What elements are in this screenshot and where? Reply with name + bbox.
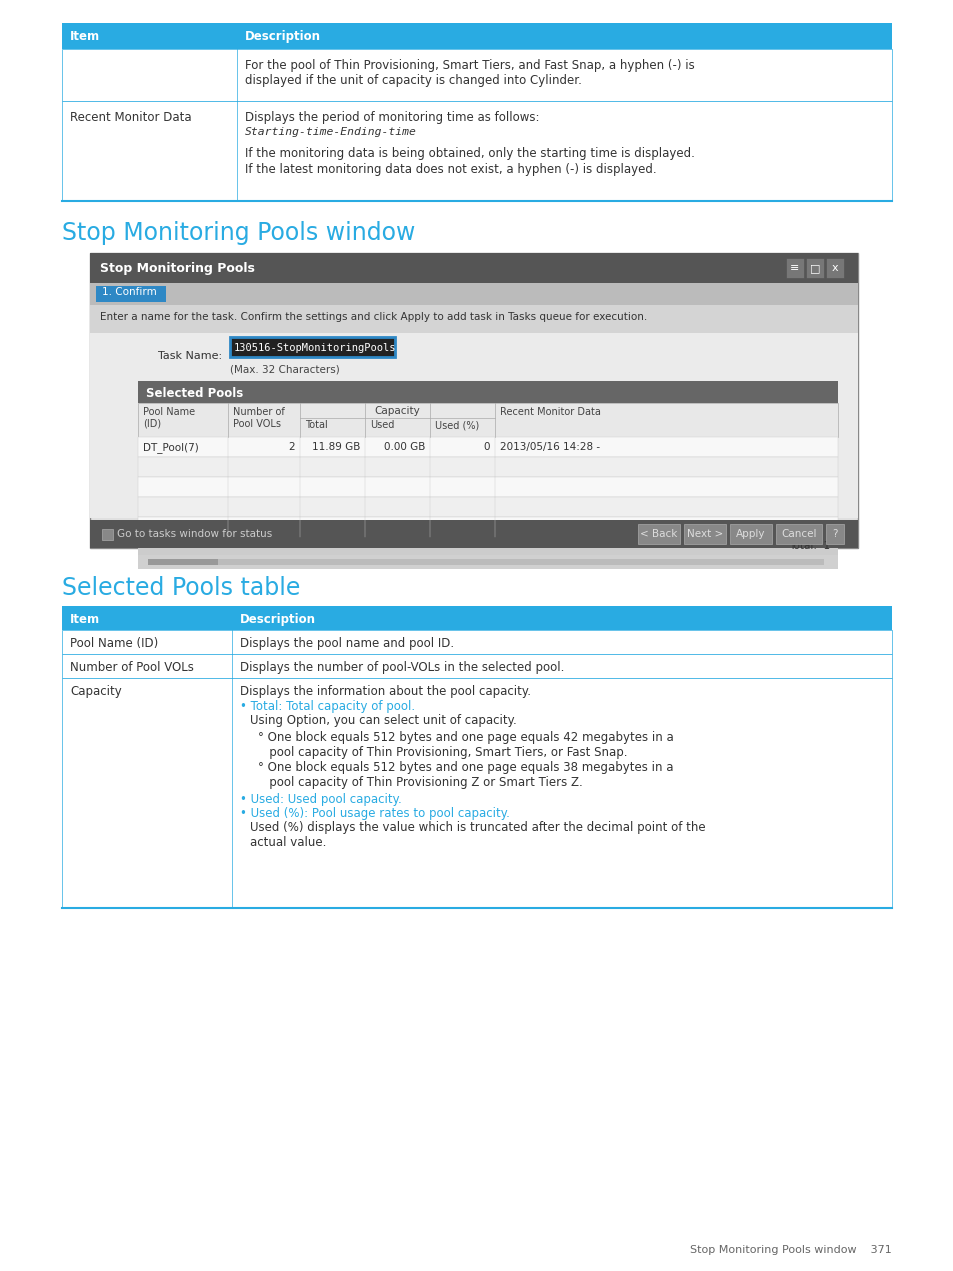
- Bar: [62, 655, 891, 677]
- Text: 0.00 GB: 0.00 GB: [383, 442, 424, 452]
- Bar: [230, 337, 395, 357]
- Bar: [62, 630, 891, 655]
- Bar: [138, 555, 837, 569]
- Text: Item: Item: [70, 31, 100, 43]
- Text: 2013/05/16 14:28 -: 2013/05/16 14:28 -: [499, 442, 599, 452]
- Text: DT_Pool(7): DT_Pool(7): [143, 442, 198, 452]
- Text: 11.89 GB: 11.89 GB: [312, 442, 359, 452]
- Text: ° One block equals 512 bytes and one page equals 38 megabytes in a
   pool capac: ° One block equals 512 bytes and one pag…: [257, 761, 673, 789]
- Text: □: □: [809, 263, 820, 273]
- Text: 0: 0: [483, 442, 490, 452]
- Text: Selected Pools: Selected Pools: [146, 386, 243, 400]
- Bar: [138, 437, 837, 458]
- Text: 130516-StopMonitoringPools: 130516-StopMonitoringPools: [233, 343, 396, 353]
- Bar: [62, 677, 891, 907]
- Bar: [138, 403, 837, 437]
- Text: (Max. 32 Characters): (Max. 32 Characters): [230, 365, 339, 375]
- Bar: [805, 258, 823, 278]
- Bar: [785, 258, 803, 278]
- Bar: [148, 559, 823, 566]
- Text: 1. Confirm: 1. Confirm: [102, 287, 156, 297]
- Text: Stop Monitoring Pools window    371: Stop Monitoring Pools window 371: [690, 1246, 891, 1254]
- Bar: [102, 529, 112, 540]
- Bar: [729, 524, 771, 544]
- Text: Stop Monitoring Pools: Stop Monitoring Pools: [100, 262, 254, 275]
- Text: • Used: Used pool capacity.: • Used: Used pool capacity.: [240, 793, 401, 806]
- Text: Next >: Next >: [686, 529, 722, 539]
- Bar: [138, 517, 837, 538]
- Text: Selected Pools table: Selected Pools table: [62, 576, 300, 600]
- Text: Description: Description: [240, 613, 315, 627]
- Text: Recent Monitor Data: Recent Monitor Data: [499, 407, 600, 417]
- Bar: [138, 381, 837, 403]
- Bar: [148, 559, 218, 566]
- Bar: [90, 305, 857, 333]
- Bar: [90, 333, 857, 519]
- Text: Using Option, you can select unit of capacity.: Using Option, you can select unit of cap…: [250, 714, 517, 727]
- Bar: [825, 258, 843, 278]
- Text: Item: Item: [70, 613, 100, 627]
- Text: If the latest monitoring data does not exist, a hyphen (-) is displayed.: If the latest monitoring data does not e…: [245, 163, 656, 175]
- Text: Displays the pool name and pool ID.: Displays the pool name and pool ID.: [240, 637, 454, 649]
- Text: Displays the number of pool-VOLs in the selected pool.: Displays the number of pool-VOLs in the …: [240, 661, 564, 674]
- Text: Used (%) displays the value which is truncated after the decimal point of the
ac: Used (%) displays the value which is tru…: [250, 821, 705, 849]
- Bar: [825, 524, 843, 544]
- Bar: [138, 538, 837, 555]
- Text: Stop Monitoring Pools window: Stop Monitoring Pools window: [62, 221, 415, 245]
- Bar: [90, 520, 857, 548]
- Text: Displays the period of monitoring time as follows:: Displays the period of monitoring time a…: [245, 111, 539, 125]
- Bar: [138, 477, 837, 497]
- Text: Capacity: Capacity: [70, 685, 122, 698]
- Bar: [62, 23, 891, 50]
- Bar: [90, 253, 857, 548]
- Text: Pool Name (ID): Pool Name (ID): [70, 637, 158, 649]
- Bar: [138, 458, 837, 477]
- Text: Number of Pool VOLs: Number of Pool VOLs: [70, 661, 193, 674]
- Text: 2: 2: [288, 442, 294, 452]
- Text: ?: ?: [831, 529, 837, 539]
- Text: Total:  1: Total: 1: [788, 541, 829, 552]
- Text: Cancel: Cancel: [781, 529, 816, 539]
- Text: x: x: [831, 263, 838, 273]
- Text: Task Name:: Task Name:: [158, 351, 222, 361]
- Text: Pool Name
(ID): Pool Name (ID): [143, 407, 195, 428]
- Bar: [638, 524, 679, 544]
- Text: Description: Description: [245, 31, 320, 43]
- Bar: [62, 50, 891, 100]
- Text: Go to tasks window for status: Go to tasks window for status: [117, 529, 272, 539]
- Text: Apply: Apply: [736, 529, 765, 539]
- Text: Enter a name for the task. Confirm the settings and click Apply to add task in T: Enter a name for the task. Confirm the s…: [100, 311, 646, 322]
- Text: Number of
Pool VOLs: Number of Pool VOLs: [233, 407, 284, 428]
- Bar: [62, 100, 891, 201]
- Bar: [90, 283, 857, 305]
- Text: If the monitoring data is being obtained, only the starting time is displayed.: If the monitoring data is being obtained…: [245, 147, 694, 160]
- Bar: [96, 286, 166, 302]
- Bar: [90, 253, 857, 283]
- Text: Used: Used: [370, 419, 394, 430]
- Bar: [138, 497, 837, 517]
- Text: < Back: < Back: [639, 529, 677, 539]
- Text: Starting-time-Ending-time: Starting-time-Ending-time: [245, 127, 416, 137]
- Text: ° One block equals 512 bytes and one page equals 42 megabytes in a
   pool capac: ° One block equals 512 bytes and one pag…: [257, 731, 673, 759]
- Bar: [62, 606, 891, 630]
- Text: For the pool of Thin Provisioning, Smart Tiers, and Fast Snap, a hyphen (-) is
d: For the pool of Thin Provisioning, Smart…: [245, 58, 694, 86]
- Text: Total: Total: [305, 419, 328, 430]
- Text: Displays the information about the pool capacity.: Displays the information about the pool …: [240, 685, 531, 698]
- Text: • Total: Total capacity of pool.: • Total: Total capacity of pool.: [240, 700, 415, 713]
- Text: Used (%): Used (%): [435, 419, 478, 430]
- Text: ≡: ≡: [789, 263, 799, 273]
- Text: Recent Monitor Data: Recent Monitor Data: [70, 111, 192, 125]
- Bar: [775, 524, 821, 544]
- Bar: [683, 524, 725, 544]
- Text: • Used (%): Pool usage rates to pool capacity.: • Used (%): Pool usage rates to pool cap…: [240, 807, 509, 820]
- Text: Capacity: Capacity: [375, 405, 420, 416]
